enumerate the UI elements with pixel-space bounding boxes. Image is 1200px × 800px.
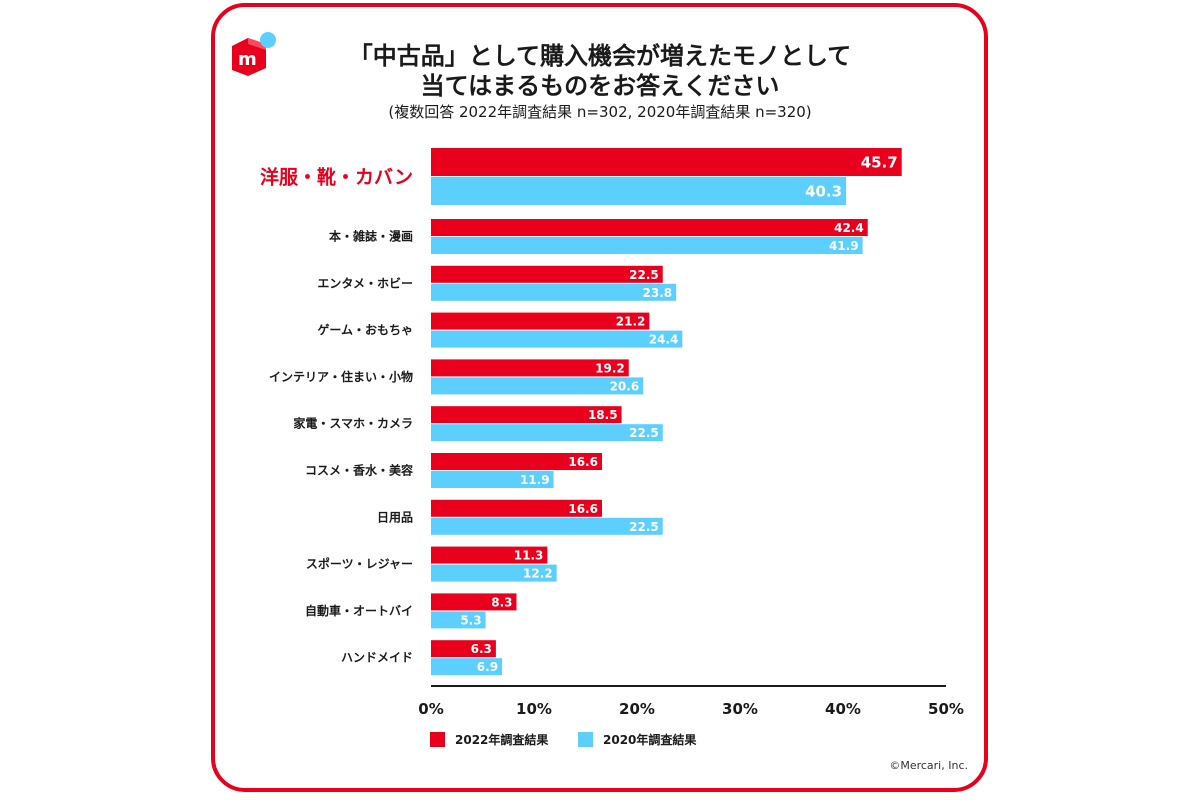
bar-2022 [431, 219, 868, 236]
legend-swatch-2022 [430, 732, 445, 747]
x-tick-label: 10% [516, 700, 552, 718]
bar-2022 [431, 546, 548, 564]
data-label-2022: 21.2 [616, 315, 646, 329]
data-label-2022: 18.5 [588, 408, 618, 422]
x-tick-label: 0% [418, 700, 443, 718]
chart-card [211, 3, 988, 792]
legend-item-2022: 2022年調査結果 [430, 731, 548, 748]
category-label: ゲーム・おもちゃ [317, 322, 413, 337]
data-label-2020: 22.5 [629, 426, 659, 440]
data-label-2020: 24.4 [649, 333, 679, 347]
bar-2020 [431, 177, 847, 205]
data-label-2022: 22.5 [629, 268, 659, 282]
x-tick-label: 40% [825, 700, 861, 718]
data-label-2022: 8.3 [491, 595, 512, 609]
logo-letter: m [238, 49, 257, 70]
category-label: 家電・スマホ・カメラ [293, 416, 413, 431]
bar-2022 [431, 406, 622, 424]
chart-title-line2: 当てはまるものをお答えください [420, 72, 780, 100]
category-label: 日用品 [377, 510, 413, 524]
category-label: インテリア・住まい・小物 [269, 369, 413, 384]
bar-2022 [431, 265, 663, 283]
legend-label-2020: 2020年調査結果 [603, 733, 697, 747]
legend-item-2020: 2020年調査結果 [578, 731, 696, 748]
bar-2020 [431, 611, 486, 629]
bar-2020 [431, 517, 663, 535]
bar-2020 [431, 377, 644, 395]
category-label: 自動車・オートバイ [305, 603, 413, 618]
bar-2022 [431, 593, 517, 611]
data-label-2020: 11.9 [520, 473, 550, 487]
mercari-logo-icon: m [232, 32, 276, 76]
data-label-2020: 5.3 [460, 613, 481, 627]
copyright-text: ©Mercari, Inc. [889, 759, 968, 772]
x-tick-label: 20% [619, 700, 655, 718]
data-label-2020: 40.3 [805, 183, 842, 201]
category-label: 本・雑誌・漫画 [329, 229, 413, 244]
data-label-2022: 16.6 [568, 502, 598, 516]
data-label-2022: 16.6 [568, 455, 598, 469]
x-tick-label: 50% [928, 700, 964, 718]
data-label-2020: 6.9 [477, 660, 498, 674]
bar-2022 [431, 453, 602, 470]
category-label: 洋服・靴・カバン [260, 166, 413, 189]
data-label-2020: 23.8 [643, 286, 673, 300]
bar-2020 [431, 658, 503, 676]
category-label: スポーツ・レジャー [306, 556, 413, 571]
data-label-2022: 45.7 [861, 154, 898, 172]
data-label-2022: 11.3 [514, 549, 544, 563]
legend-swatch-2020 [578, 732, 593, 747]
chart-title-line1: 「中古品」として購入機会が増えたモノとして [348, 42, 852, 70]
bar-2022 [431, 359, 629, 377]
data-label-2020: 20.6 [610, 379, 640, 393]
bar-2020 [431, 424, 663, 442]
bar-2020 [431, 471, 554, 488]
bar-2020 [431, 237, 863, 254]
category-label: コスメ・香水・美容 [305, 463, 413, 478]
data-label-2020: 12.2 [523, 567, 553, 581]
data-label-2022: 6.3 [471, 642, 492, 656]
data-label-2020: 41.9 [829, 239, 859, 253]
data-label-2022: 19.2 [595, 361, 625, 375]
bar-2020 [431, 283, 677, 301]
bar-2022 [431, 499, 602, 517]
bar-2022 [431, 640, 496, 658]
bar-2020 [431, 330, 683, 348]
category-label: エンタメ・ホビー [317, 275, 413, 290]
bar-2022 [431, 312, 650, 330]
bar-2022 [431, 148, 902, 176]
data-label-2022: 42.4 [834, 221, 864, 235]
category-label: ハンドメイド [341, 651, 413, 665]
data-label-2020: 22.5 [629, 520, 659, 534]
chart-subtitle: (複数回答 2022年調査結果 n=302, 2020年調査結果 n=320) [388, 103, 812, 121]
x-tick-label: 30% [722, 700, 758, 718]
legend-label-2022: 2022年調査結果 [455, 733, 549, 747]
bar-2020 [431, 564, 557, 582]
